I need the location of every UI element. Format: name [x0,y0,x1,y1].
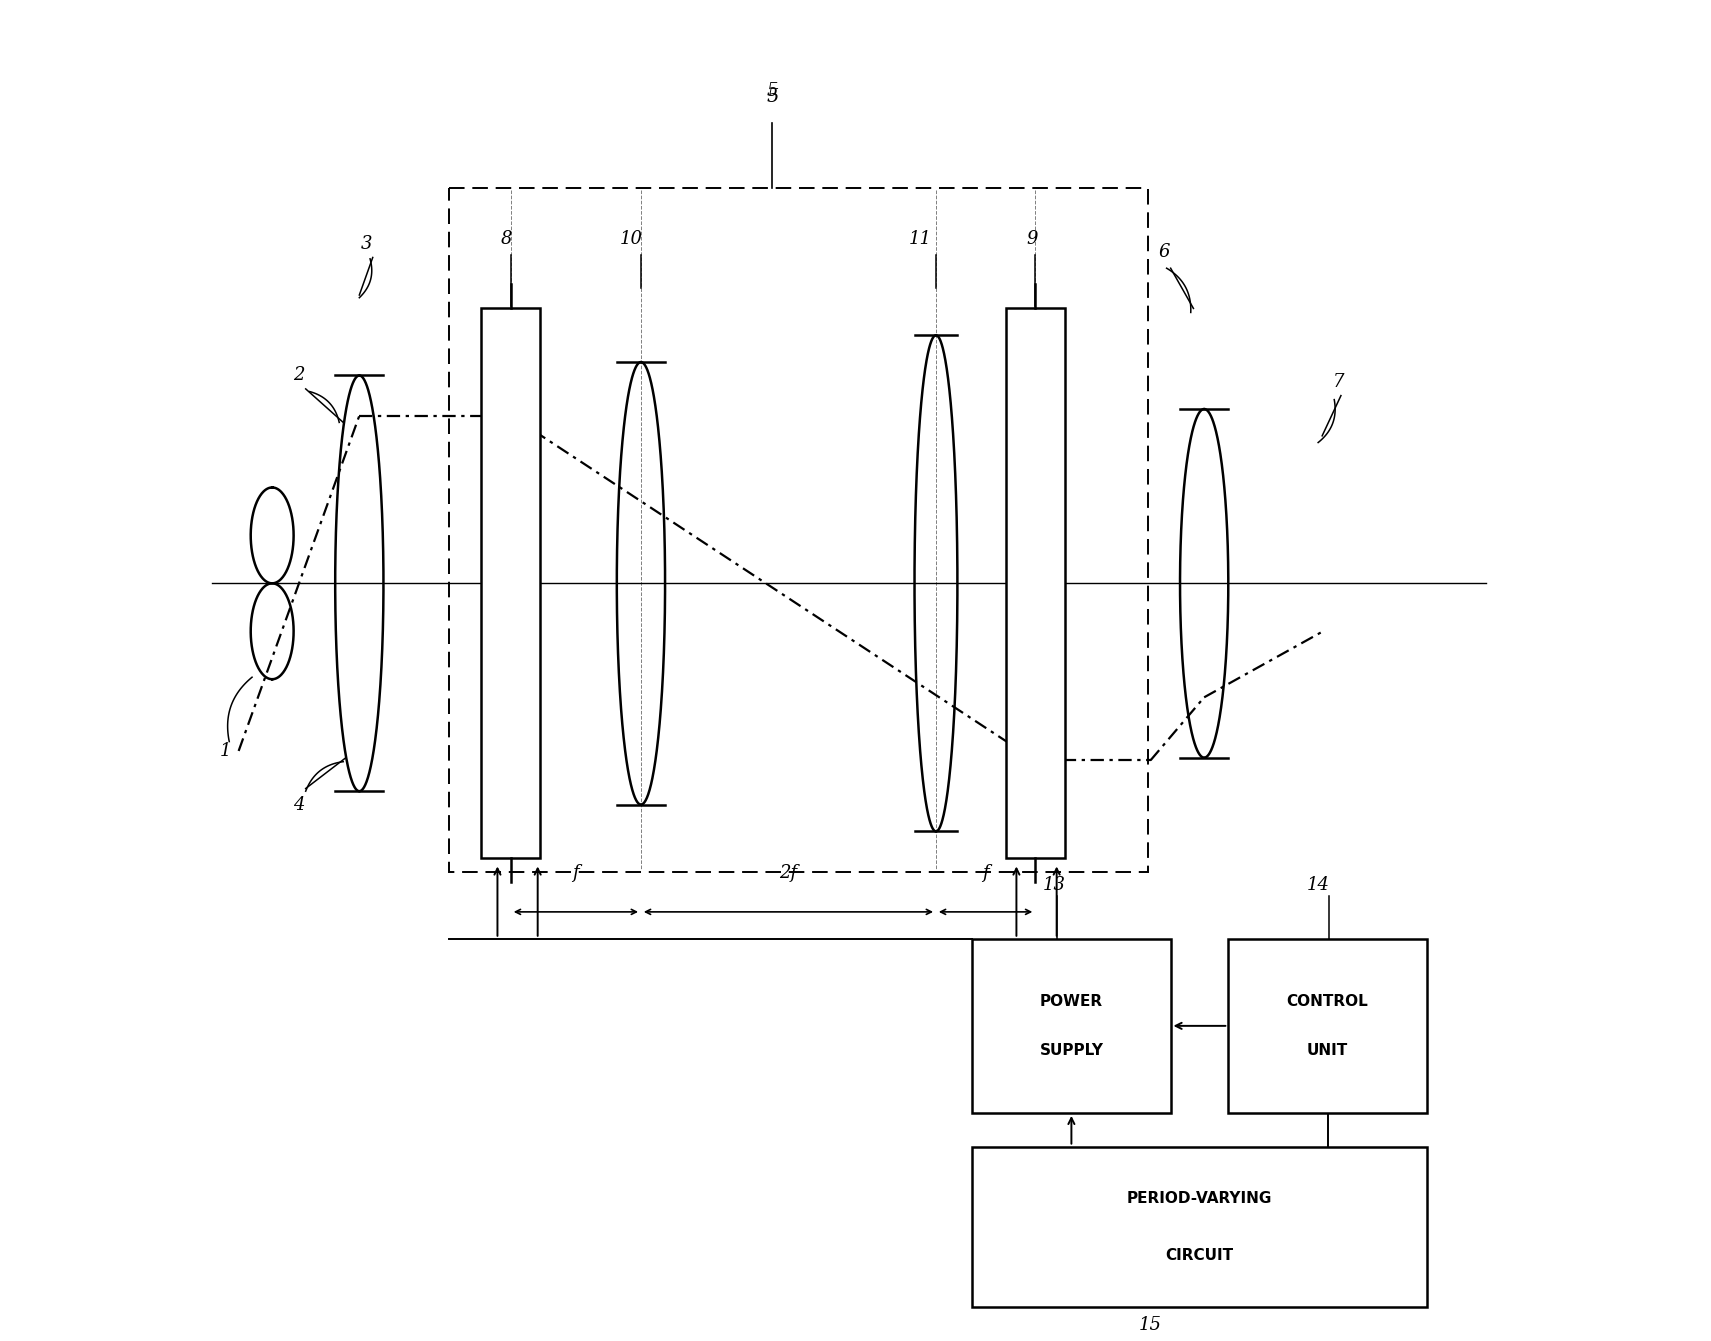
Bar [1228,939,1427,1113]
Bar [972,1147,1427,1307]
Text: PERIOD-VARYING: PERIOD-VARYING [1128,1191,1273,1206]
Text: 7: 7 [1333,373,1345,392]
Text: 5: 5 [767,82,779,101]
Text: SUPPLY: SUPPLY [1039,1043,1104,1058]
Text: 10: 10 [619,229,643,248]
Text: 2: 2 [293,366,305,385]
Text: 2f: 2f [780,865,797,882]
Text: 1: 1 [219,742,231,760]
Bar [1006,308,1064,858]
Text: 8: 8 [501,229,513,248]
Text: f: f [573,865,580,882]
Bar [972,939,1170,1113]
Text: CONTROL: CONTROL [1287,994,1369,1008]
Text: f: f [982,865,989,882]
Text: POWER: POWER [1040,994,1104,1008]
Text: 4: 4 [293,795,305,814]
Text: 15: 15 [1140,1316,1162,1334]
Text: 13: 13 [1042,876,1066,894]
Bar [450,188,1148,872]
Text: 6: 6 [1158,243,1170,261]
Text: 3: 3 [361,235,371,253]
Text: 11: 11 [909,229,931,248]
Text: 5: 5 [767,87,779,106]
Text: 14: 14 [1307,876,1329,894]
Text: UNIT: UNIT [1307,1043,1348,1058]
Text: 9: 9 [1027,229,1039,248]
Bar [481,308,541,858]
Text: CIRCUIT: CIRCUIT [1165,1248,1234,1263]
